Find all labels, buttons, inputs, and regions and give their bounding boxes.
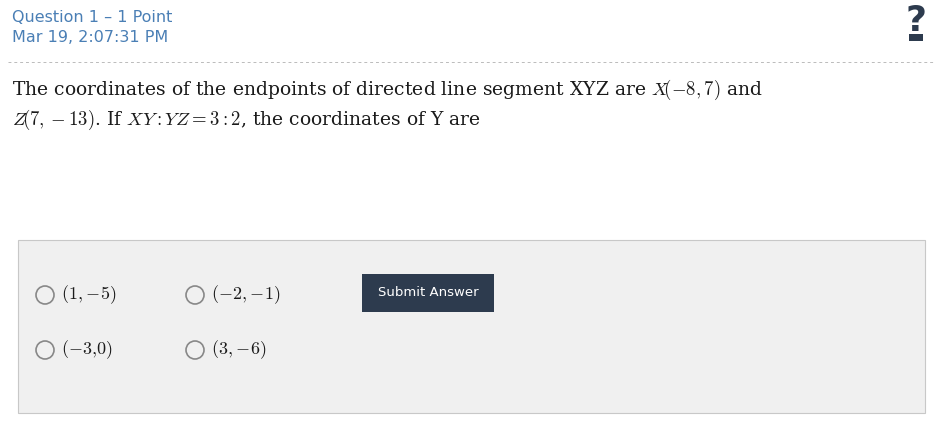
Text: The coordinates of the endpoints of directed line segment XYZ are $X\!(-8,7)$ an: The coordinates of the endpoints of dire… <box>12 78 763 102</box>
Text: Submit Answer: Submit Answer <box>378 287 478 299</box>
Text: $(-3,\!0)$: $(-3,\!0)$ <box>61 338 113 361</box>
Text: $(1,\!-\!5)$: $(1,\!-\!5)$ <box>61 284 117 306</box>
Text: Question 1 – 1 Point: Question 1 – 1 Point <box>12 10 173 25</box>
Text: $Z\!(7,-13)$. If $XY:YZ=3:2$, the coordinates of Y are: $Z\!(7,-13)$. If $XY:YZ=3:2$, the coordi… <box>12 108 481 132</box>
FancyBboxPatch shape <box>909 34 923 41</box>
Text: Mar 19, 2:07:31 PM: Mar 19, 2:07:31 PM <box>12 30 168 45</box>
Text: ?: ? <box>905 4 927 38</box>
Text: $(3,\!-\!6)$: $(3,\!-\!6)$ <box>211 338 267 361</box>
FancyBboxPatch shape <box>362 274 494 312</box>
FancyBboxPatch shape <box>18 240 925 413</box>
Text: $(-2,\!-\!1)$: $(-2,\!-\!1)$ <box>211 284 281 306</box>
